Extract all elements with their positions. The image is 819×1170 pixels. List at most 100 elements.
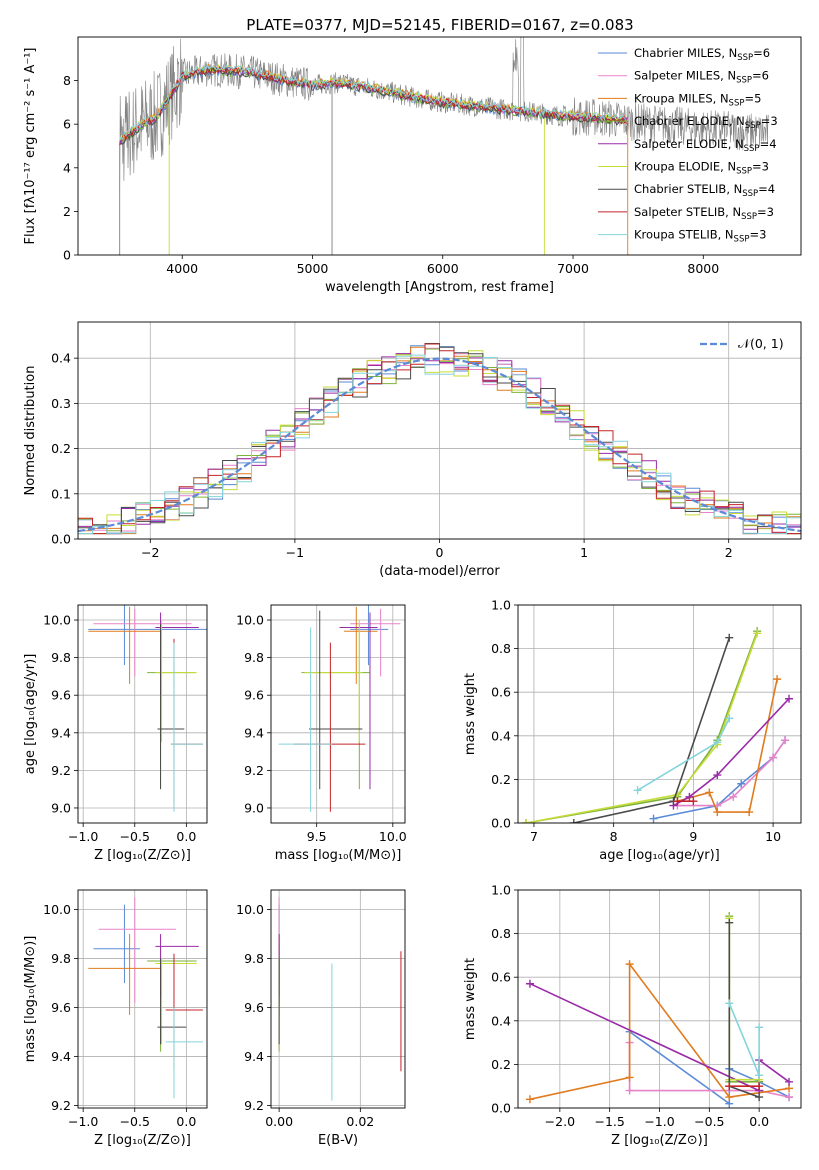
weight_vs_Z-marker-kroupa_stelib	[725, 999, 734, 1008]
mass_vs_ebv-frame	[270, 889, 406, 1109]
legend-label-chabrier_miles: Chabrier MILES, NSSP=6	[634, 46, 770, 63]
spectrum-ytick-label: 6	[63, 117, 71, 132]
spectrum-data-line	[119, 37, 769, 190]
legend-label-salpeter_stelib: Salpeter STELIB, NSSP=3	[634, 205, 774, 222]
legend-label-salpeter_miles: Salpeter MILES, NSSP=6	[634, 69, 769, 86]
spectrum-ytick-label: 0	[63, 248, 71, 263]
weight_vs_age-xtick-label: 7	[530, 829, 538, 844]
weight_vs_age-marker-kroupa_stelib	[713, 738, 722, 747]
residual_hist-xtick-label: −1	[286, 545, 304, 560]
weight_vs_Z-marker-chabrier_stelib	[755, 1093, 764, 1102]
age_vs_Z-ytick-label: 9.2	[51, 763, 71, 778]
weight_vs_Z-marker-kroupa_miles	[525, 1095, 534, 1104]
weight_vs_age-marker-salpeter_miles	[769, 753, 778, 762]
mass_vs_Z-ytick-label: 9.6	[51, 1000, 71, 1015]
weight_vs_Z-marker-salpeter_elodie	[525, 979, 534, 988]
weight_vs_Z-ytick-label: 0.4	[491, 1013, 511, 1028]
spectrum-xtick-label: 7000	[557, 261, 589, 276]
age_vs_Z-errorbars	[88, 605, 207, 812]
mass_vs_ebv-ytick-label: 9.6	[244, 1000, 264, 1015]
age_vs_Z-ytick-label: 9.6	[51, 688, 71, 703]
weight_vs_Z-marker-kroupa_miles	[625, 960, 634, 969]
weight_vs_Z-xtick-label: −1.5	[594, 1114, 624, 1129]
age_vs_Z-ytick-label: 9.8	[51, 650, 71, 665]
weight_vs_age-marker-salpeter_miles	[729, 792, 738, 801]
residual_hist-ytick-label: 0.3	[51, 396, 71, 411]
spectrum-ytick-label: 2	[63, 204, 71, 219]
mass_vs_Z-xlabel: Z [log₁₀(Z/Z⊙)]	[94, 1133, 191, 1148]
weight_vs_age-marker-kroupa_miles	[773, 675, 782, 684]
mass_vs_Z-ylabel: mass [log₁₀(M/M⊙)]	[23, 936, 38, 1063]
spectrum-xtick-label: 6000	[427, 261, 459, 276]
weight_vs_age-marker-chabrier_stelib	[569, 819, 578, 823]
residual_hist-ytick-label: 0.1	[51, 486, 71, 501]
spectrum-xtick-label: 5000	[297, 261, 329, 276]
weight_vs_Z-marker-kroupa_stelib	[755, 1023, 764, 1032]
weight_vs_age-marker-chabrier_miles	[737, 779, 746, 788]
weight_vs_Z-marker-salpeter_stelib	[755, 1082, 764, 1091]
weight_vs_age-marker-kroupa_stelib	[725, 714, 734, 723]
mass_vs_ebv-ytick-label: 10.0	[236, 902, 264, 917]
legend-label-kroupa_stelib: Kroupa STELIB, NSSP=3	[634, 228, 766, 245]
weight_vs_Z-marker-salpeter_miles	[625, 1086, 634, 1095]
mass_vs_ebv-axes: 0.00 0.02 9.2 9.4 9.6 9.8 10.0 E(B-V)	[236, 890, 405, 1148]
weight_vs_age-xtick-label: 10	[765, 829, 781, 844]
residual_hist-ytick-label: 0.4	[51, 351, 71, 366]
weight_vs_Z-frame	[517, 889, 802, 1109]
age_vs_Z-xtick-label: −0.5	[120, 829, 150, 844]
spectrum-model-salpeter_miles	[119, 65, 628, 144]
residual_hist-xtick-label: 1	[580, 545, 588, 560]
weight_vs_age-marker-chabrier_miles	[649, 814, 658, 823]
residual_hist-ytick-label: 0.0	[51, 532, 71, 547]
weight_vs_Z-line-kroupa_elodie	[728, 918, 760, 1081]
residual_hist-ytick-label: 0.2	[51, 441, 71, 456]
spectrum-lines	[119, 37, 769, 255]
age_vs_Z-frame	[77, 604, 208, 824]
age_vs_mass-frame	[270, 604, 406, 824]
spectrum-ytick-label: 4	[63, 160, 71, 175]
weight_vs_Z-xtick-label: −1.0	[644, 1114, 674, 1129]
mass_vs_ebv-xtick-label: 0.02	[346, 1114, 374, 1129]
weight_vs_Z-marker-kroupa_miles	[625, 1073, 634, 1082]
hist-kroupa_stelib	[78, 354, 801, 535]
spectrum-axes: 4000 5000 6000 7000 8000 0 2 4 6 8 wavelength [Ang…	[23, 48, 719, 296]
weight_vs_age-ytick-label: 0.6	[491, 685, 511, 700]
residual-steps	[78, 343, 801, 535]
weight_vs_age-marker-kroupa_stelib	[633, 786, 642, 795]
spectrum-model-salpeter_stelib	[119, 65, 629, 145]
weight_vs_age-marker-kroupa_miles	[705, 788, 714, 797]
weight_vs_age-marker-salpeter_elodie	[685, 792, 694, 801]
weight_vs_age-line-kroupa_elodie	[525, 633, 758, 823]
weight_vs_Z-line-chabrier_elodie	[728, 916, 760, 1083]
weight_vs_age-marker-salpeter_stelib	[673, 797, 682, 806]
weight_vs_Z-marker-salpeter_elodie	[785, 1077, 794, 1086]
weight_vs_age-marker-kroupa_miles	[713, 808, 722, 817]
weight_vs_age-ytick-label: 0.8	[491, 641, 511, 656]
weight_vs_age-ytick-label: 1.0	[491, 598, 511, 613]
legend-label-salpeter_elodie: Salpeter ELODIE, NSSP=4	[634, 137, 777, 154]
mass_vs_Z-axes: −1.0 −0.5 0.0 9.2 9.4 9.6 9.8 10.0 Z [log₁₀(Z/Z⊙…	[23, 890, 207, 1148]
mass_vs_ebv-ytick-label: 9.4	[244, 1049, 264, 1064]
mass_vs_ebv-errorbars	[278, 897, 402, 1101]
age_vs_mass-xtick-label: 9.5	[307, 829, 327, 844]
residual_hist-axes: −2 −1 0 1 2 0.0 0.1 0.2 0.3 0.4 (data-model)/error…	[23, 322, 801, 579]
weight_vs_Z-ytick-label: 0.2	[491, 1057, 511, 1072]
weight_vs_age-ytick-label: 0.0	[491, 816, 511, 831]
legend-label-kroupa_miles: Kroupa MILES, NSSP=5	[634, 91, 761, 108]
mass_vs_ebv-ytick-label: 9.2	[244, 1098, 264, 1113]
age_vs_Z-xtick-label: 0.0	[176, 829, 196, 844]
weight_vs_age-xtick-label: 9	[689, 829, 697, 844]
weight_vs_Z-marker-chabrier_stelib	[725, 918, 734, 927]
age_vs_mass-errorbars	[278, 605, 401, 812]
age_vs_mass-xlabel: mass [log₁₀(M/M⊙)]	[275, 848, 402, 863]
weight_vs_age-marker-salpeter_elodie	[785, 694, 794, 703]
residual_hist-ylabel: Normed distribution	[23, 366, 38, 496]
spectrum-model-chabrier_elodie	[119, 66, 628, 142]
weight_vs_age-series	[521, 627, 794, 823]
residual_hist-xtick-label: −2	[141, 545, 159, 560]
weight_vs_Z-xtick-label: −2.0	[545, 1114, 575, 1129]
weight_vs_Z-xtick-label: −0.5	[694, 1114, 724, 1129]
mass_vs_ebv-xlabel: E(B-V)	[318, 1133, 358, 1148]
weight_vs_Z-xtick-label: 0.0	[749, 1114, 769, 1129]
